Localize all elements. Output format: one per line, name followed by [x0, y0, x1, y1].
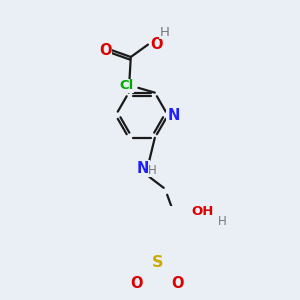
Text: O: O [172, 275, 184, 290]
Text: H: H [160, 26, 169, 39]
Text: OH: OH [192, 206, 214, 218]
Text: O: O [130, 275, 143, 290]
Text: O: O [150, 37, 162, 52]
Text: N: N [167, 108, 179, 123]
Text: S: S [152, 255, 163, 270]
Text: H: H [148, 164, 157, 176]
Text: N: N [137, 161, 149, 176]
Text: Cl: Cl [120, 79, 134, 92]
Text: H: H [218, 215, 226, 228]
Text: O: O [99, 43, 112, 58]
